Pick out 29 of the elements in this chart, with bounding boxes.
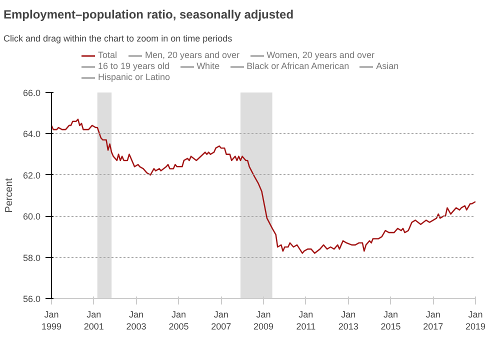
x-tick-label: Jan 2011 <box>296 310 316 332</box>
x-tick-label: Jan 2009 <box>254 310 274 332</box>
x-tick-label: Jan 2017 <box>423 310 444 332</box>
legend-label: White <box>196 61 220 71</box>
legend-label: Men, 20 years and over <box>145 50 240 60</box>
x-tick-label: Jan 1999 <box>41 310 62 332</box>
y-tick-label: 60.0 <box>22 212 41 222</box>
y-tick-label: 64.0 <box>22 129 41 140</box>
legend-label: Asian <box>376 61 399 71</box>
x-tick-label: Jan 2013 <box>338 310 358 332</box>
chart-title: Employment–population ratio, seasonally adjusted <box>4 8 294 22</box>
chart-subtitle: Click and drag within the chart to zoom in on time periods <box>4 34 233 44</box>
legend-label: Hispanic or Latino <box>98 72 170 82</box>
y-tick-label: 58.0 <box>22 252 41 263</box>
y-tick-label: 66.0 <box>22 88 41 98</box>
x-tick-label: Jan 2015 <box>380 310 401 332</box>
legend-label: Women, 20 years and over <box>266 50 374 60</box>
x-tick-label: Jan 2003 <box>126 310 146 332</box>
x-tick-label: Jan 2019 <box>465 310 486 332</box>
line-series <box>52 118 476 254</box>
y-tick-label: 62.0 <box>22 170 41 180</box>
y-tick-label: 56.0 <box>22 294 41 304</box>
x-tick-label: Jan 2005 <box>168 310 189 332</box>
legend-label: Total <box>98 50 118 60</box>
y-axis-title: Percent <box>4 178 15 213</box>
legend-label: 16 to 19 years old <box>98 61 170 71</box>
legend-label: Black or African American <box>246 61 350 71</box>
x-tick-label: Jan 2001 <box>84 310 104 332</box>
x-tick-label: Jan 2007 <box>211 310 232 332</box>
